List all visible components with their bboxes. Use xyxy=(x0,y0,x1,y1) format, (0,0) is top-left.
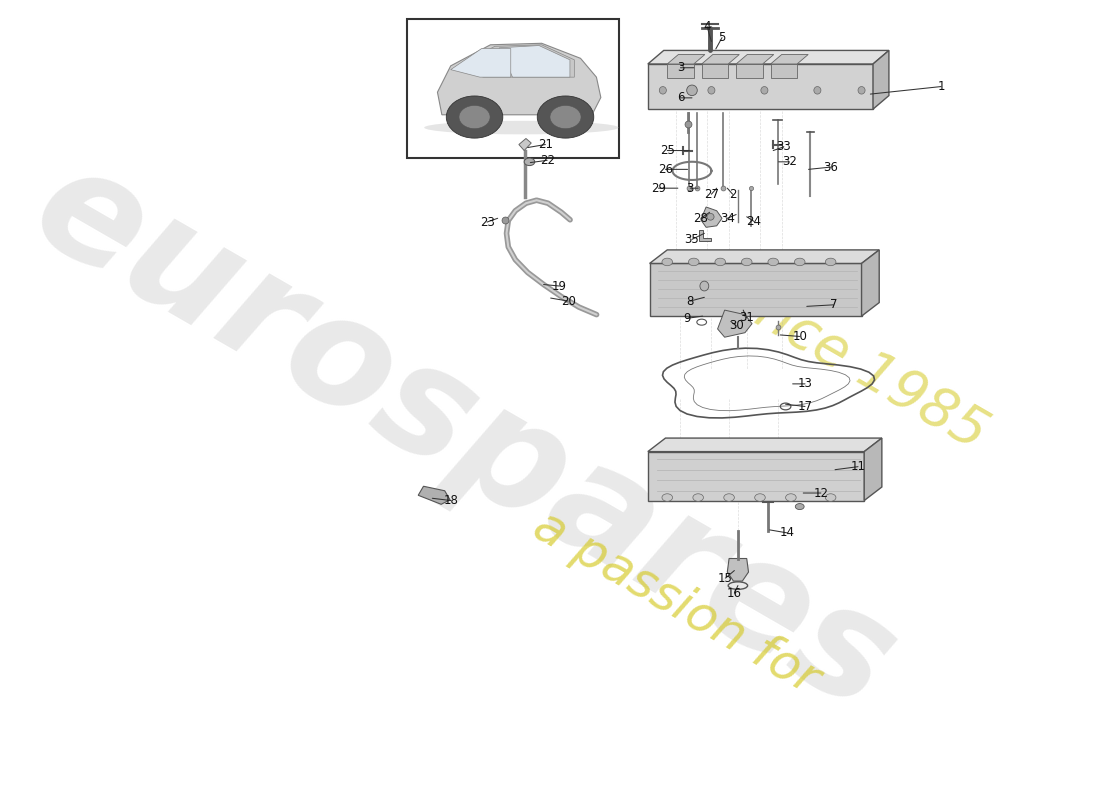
Ellipse shape xyxy=(425,121,618,134)
Polygon shape xyxy=(727,558,748,581)
Text: 36: 36 xyxy=(823,161,838,174)
Ellipse shape xyxy=(708,86,715,94)
Bar xyxy=(668,64,694,78)
Ellipse shape xyxy=(689,258,698,266)
Ellipse shape xyxy=(700,281,708,291)
Text: 11: 11 xyxy=(850,460,866,473)
Text: 3: 3 xyxy=(686,182,694,194)
Text: 35: 35 xyxy=(684,233,700,246)
Bar xyxy=(736,64,762,78)
Ellipse shape xyxy=(825,258,836,266)
Text: 22: 22 xyxy=(540,154,554,167)
Ellipse shape xyxy=(659,86,667,94)
Text: 8: 8 xyxy=(686,294,694,307)
Ellipse shape xyxy=(459,106,491,129)
Text: 26: 26 xyxy=(658,163,673,176)
Bar xyxy=(771,64,797,78)
Text: 31: 31 xyxy=(739,311,755,324)
Polygon shape xyxy=(499,46,570,77)
Text: 9: 9 xyxy=(683,312,691,325)
Text: 33: 33 xyxy=(777,140,791,154)
Text: 12: 12 xyxy=(813,486,828,499)
Polygon shape xyxy=(668,54,705,64)
Text: 7: 7 xyxy=(829,298,837,311)
Polygon shape xyxy=(648,50,889,64)
Ellipse shape xyxy=(662,494,672,502)
Polygon shape xyxy=(648,452,865,501)
Ellipse shape xyxy=(537,96,594,138)
Polygon shape xyxy=(702,54,739,64)
Text: 14: 14 xyxy=(780,526,795,539)
Text: since 1985: since 1985 xyxy=(708,262,997,460)
Polygon shape xyxy=(438,43,601,114)
Text: 2: 2 xyxy=(729,188,736,201)
Ellipse shape xyxy=(755,494,766,502)
Text: eurospares: eurospares xyxy=(9,130,920,742)
Polygon shape xyxy=(418,486,450,504)
Ellipse shape xyxy=(814,86,821,94)
Text: 27: 27 xyxy=(704,188,719,201)
Text: 18: 18 xyxy=(443,494,459,507)
Ellipse shape xyxy=(550,106,581,129)
Polygon shape xyxy=(650,250,879,263)
Text: 5: 5 xyxy=(718,31,726,44)
Text: 24: 24 xyxy=(746,214,761,228)
Text: 19: 19 xyxy=(552,279,567,293)
Polygon shape xyxy=(717,310,752,338)
Bar xyxy=(702,64,728,78)
Ellipse shape xyxy=(707,214,714,220)
Polygon shape xyxy=(648,438,882,452)
Text: 4: 4 xyxy=(703,20,711,33)
Ellipse shape xyxy=(686,85,697,95)
Polygon shape xyxy=(519,138,531,150)
Ellipse shape xyxy=(447,96,503,138)
Polygon shape xyxy=(698,230,712,241)
Text: a passion for: a passion for xyxy=(525,501,827,703)
Polygon shape xyxy=(873,50,889,109)
Ellipse shape xyxy=(785,494,796,502)
Text: 17: 17 xyxy=(798,400,813,413)
Ellipse shape xyxy=(724,494,735,502)
Text: 21: 21 xyxy=(538,138,553,151)
Text: 20: 20 xyxy=(561,294,575,307)
Polygon shape xyxy=(865,438,882,501)
Polygon shape xyxy=(736,54,773,64)
Polygon shape xyxy=(455,45,574,77)
Polygon shape xyxy=(701,207,722,227)
Ellipse shape xyxy=(794,258,805,266)
Text: 16: 16 xyxy=(727,586,741,600)
Text: 23: 23 xyxy=(480,215,495,229)
Ellipse shape xyxy=(715,258,726,266)
Ellipse shape xyxy=(858,86,865,94)
Ellipse shape xyxy=(825,494,836,502)
Polygon shape xyxy=(771,54,808,64)
Ellipse shape xyxy=(768,258,779,266)
Text: 32: 32 xyxy=(782,155,796,168)
Ellipse shape xyxy=(761,86,768,94)
Text: 29: 29 xyxy=(651,182,666,194)
Text: 28: 28 xyxy=(693,212,708,225)
Ellipse shape xyxy=(525,158,535,166)
Text: 15: 15 xyxy=(718,571,733,585)
Polygon shape xyxy=(648,64,873,109)
Text: 3: 3 xyxy=(676,62,684,74)
Polygon shape xyxy=(650,263,861,316)
Text: 6: 6 xyxy=(676,91,684,104)
Text: 1: 1 xyxy=(937,80,945,93)
Text: 34: 34 xyxy=(719,212,735,225)
Text: 30: 30 xyxy=(729,319,744,333)
Text: 10: 10 xyxy=(792,330,807,343)
Text: 13: 13 xyxy=(798,378,813,390)
Ellipse shape xyxy=(795,503,804,510)
Ellipse shape xyxy=(662,258,672,266)
Ellipse shape xyxy=(741,258,752,266)
Ellipse shape xyxy=(693,494,704,502)
Text: 25: 25 xyxy=(660,144,674,157)
Bar xyxy=(407,19,618,158)
Polygon shape xyxy=(861,250,879,316)
Polygon shape xyxy=(451,49,510,77)
